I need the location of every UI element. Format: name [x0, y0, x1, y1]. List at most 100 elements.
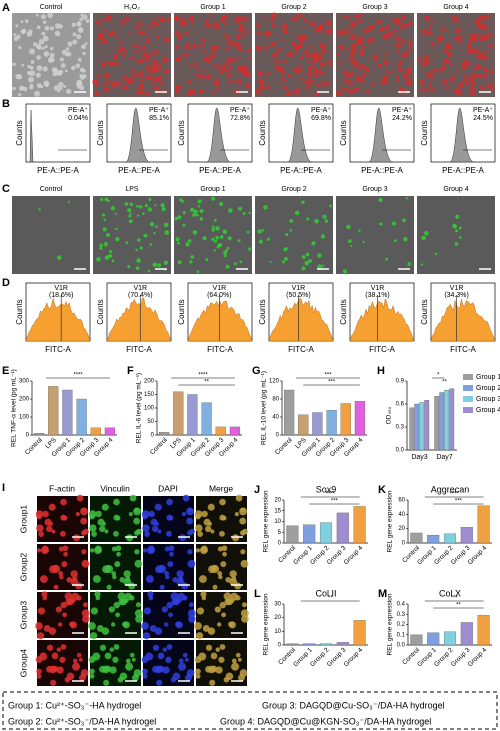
- cell: [325, 82, 330, 86]
- y-tick-label: 80: [272, 397, 279, 403]
- cell: [343, 78, 349, 83]
- cell: [115, 227, 118, 231]
- cell: [355, 75, 362, 82]
- cell: [65, 47, 70, 51]
- cell: [129, 595, 135, 601]
- row-title: Group3: [18, 601, 28, 630]
- cell: [116, 36, 120, 40]
- cell: [84, 42, 88, 46]
- cell: [20, 29, 26, 35]
- cell: [294, 210, 300, 216]
- histogram: [268, 298, 334, 342]
- bar: [449, 388, 455, 451]
- cell: [136, 214, 140, 217]
- axis-label: PE-A::PE-A: [118, 166, 160, 175]
- histogram: [349, 298, 415, 342]
- significance: **: [442, 380, 447, 386]
- cell: [164, 37, 170, 43]
- legend-swatch: [463, 385, 473, 391]
- axis-label: Counts: [339, 120, 348, 145]
- y-tick-label: 60: [398, 498, 405, 504]
- cell: [112, 656, 119, 663]
- cell: [223, 254, 227, 258]
- cell: [67, 41, 73, 47]
- cell: [149, 243, 153, 246]
- cell: [282, 260, 286, 264]
- y-tick-label: 10: [274, 629, 281, 635]
- cell: [186, 517, 194, 525]
- cell: [212, 52, 217, 57]
- cell: [82, 602, 88, 608]
- gate-percent: 72.8%: [230, 115, 250, 122]
- cell: [58, 69, 64, 75]
- cell: [94, 81, 100, 87]
- cell: [166, 530, 172, 537]
- cell: [191, 44, 197, 49]
- cell: [128, 582, 136, 590]
- cell: [198, 575, 207, 583]
- cell: [182, 211, 186, 215]
- cell: [140, 23, 144, 27]
- bar: [283, 389, 295, 436]
- gate-name: PE-A⁺: [149, 107, 169, 114]
- y-axis-label: REL IL-10 level (pg mL⁻¹): [261, 371, 268, 445]
- cell: [298, 35, 304, 42]
- cell: [35, 13, 39, 17]
- cell: [132, 75, 137, 79]
- chart-title: Sox9: [316, 484, 337, 494]
- cell: [108, 606, 115, 613]
- cell: [29, 48, 35, 55]
- cell: [388, 70, 392, 74]
- gate-percent: (38.1%): [365, 292, 390, 299]
- bar: [319, 522, 333, 544]
- cell: [225, 46, 230, 51]
- cell: [240, 507, 245, 513]
- cell: [205, 258, 209, 262]
- cell: [189, 260, 193, 264]
- cell: [73, 534, 81, 542]
- cell: [102, 227, 107, 232]
- cell: [226, 57, 232, 63]
- cell: [36, 668, 42, 675]
- cell: [155, 665, 163, 674]
- cell: [197, 199, 202, 204]
- cell: [189, 64, 193, 68]
- cell: [138, 30, 143, 36]
- axis-label: Counts: [177, 120, 186, 145]
- cell: [262, 16, 267, 21]
- legend-swatch: [463, 407, 473, 413]
- cell: [269, 260, 272, 263]
- cell: [305, 252, 310, 257]
- cell: [380, 79, 386, 85]
- cell: [147, 591, 154, 598]
- cell: [168, 612, 174, 618]
- cell: [289, 219, 294, 223]
- axis-label: Counts: [420, 120, 429, 145]
- significance: **: [456, 603, 461, 609]
- cell: [27, 70, 31, 75]
- cell: [318, 69, 323, 74]
- y-tick-label: 0.6: [396, 402, 405, 408]
- cell: [470, 77, 475, 81]
- cell: [200, 74, 206, 80]
- cell: [382, 75, 389, 82]
- cell: [455, 214, 460, 219]
- row-title: Group4: [18, 649, 28, 678]
- cell: [409, 78, 413, 82]
- cell: [379, 222, 383, 226]
- cell: [106, 232, 111, 238]
- cell: [305, 53, 309, 58]
- cell: [103, 218, 107, 222]
- cell: [247, 29, 250, 33]
- y-tick-label: 20: [398, 526, 405, 532]
- cell: [347, 59, 351, 63]
- cell: [137, 238, 141, 242]
- group-description: Group 4: DAGQD@Cu@KGN-SO₃⁻/DA-HA hydroge…: [220, 716, 431, 726]
- legend-label: Group 2: [476, 385, 500, 392]
- cell: [225, 576, 232, 583]
- cell: [177, 260, 182, 265]
- cell: [111, 546, 117, 552]
- micrograph: [255, 196, 333, 274]
- cell: [382, 34, 386, 38]
- x-tick-label: Group 4: [467, 544, 489, 566]
